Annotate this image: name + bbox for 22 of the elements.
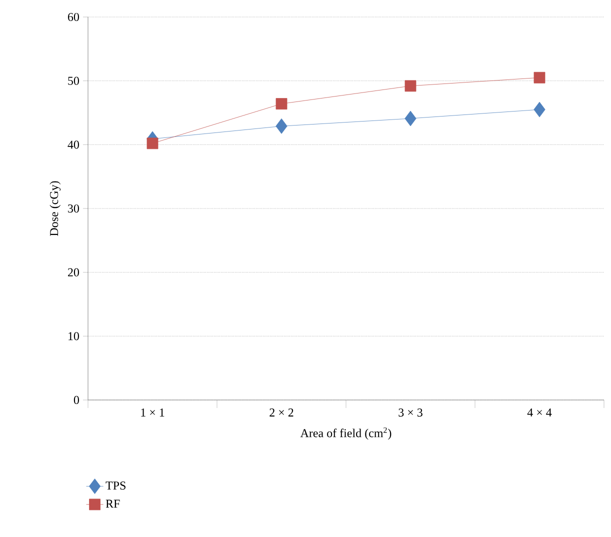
point — [404, 80, 416, 92]
point — [276, 98, 288, 110]
point — [534, 102, 546, 118]
y-tick-label: 30 — [68, 204, 80, 213]
legend-label: TPS — [106, 482, 126, 490]
x-tick-label: 3 × 3 — [398, 408, 422, 417]
x-tick-label: 1 × 1 — [141, 408, 164, 416]
point — [534, 72, 546, 84]
x-tick-label: 4 × 4 — [527, 408, 552, 416]
x-axis-title: Area of field (cm$^{2}$) — [300, 427, 392, 440]
legend-label: RF — [106, 500, 120, 508]
y-tick-label: 10 — [68, 332, 80, 340]
point — [146, 138, 158, 150]
point — [404, 110, 416, 126]
point — [276, 118, 288, 134]
y-tick-label: 40 — [68, 140, 80, 149]
x-tick-label: 2 × 2 — [270, 408, 294, 416]
y-tick-label: 50 — [68, 76, 80, 85]
y-tick-label: 20 — [68, 268, 80, 276]
y-axis-title: Dose (cGy) — [50, 181, 61, 236]
y-tick-label: 60 — [68, 12, 80, 22]
y-tick-label: 0 — [74, 396, 80, 404]
